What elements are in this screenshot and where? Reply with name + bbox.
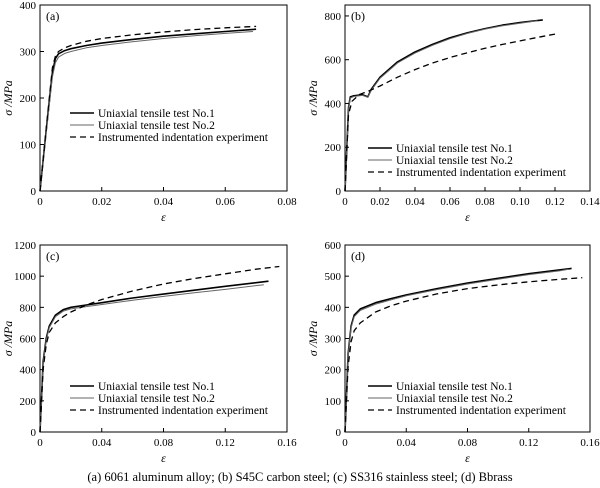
legend-label: Instrumented indentation experiment: [396, 167, 567, 179]
x-tick-label: 0.12: [519, 437, 538, 449]
series-line-1: [344, 19, 543, 192]
x-tick-label: 0: [37, 196, 43, 208]
series-line-3: [39, 25, 257, 192]
y-tick-label: 300: [325, 334, 342, 346]
y-tick-label: 800: [325, 11, 342, 23]
x-tick-label: 0: [342, 437, 348, 449]
x-tick-label: 0.16: [277, 437, 297, 449]
series-line-2: [39, 31, 254, 192]
x-tick-label: 0.14: [580, 196, 600, 208]
x-tick-label: 0.10: [510, 196, 530, 208]
y-axis-label: σ /MPa: [306, 321, 320, 357]
panel-1: 0 0.02 0.04 0.06 0.08 0 100 200 300 400 (a) ε σ /MPa…: [1, 0, 297, 224]
y-tick-label: 0: [336, 186, 342, 198]
legend-label: Uniaxial tensile test No.2: [396, 393, 513, 405]
y-tick-label: 200: [325, 142, 342, 154]
y-tick-label: 1200: [14, 240, 37, 252]
y-tick-label: 100: [20, 140, 37, 152]
y-tick-label: 200: [20, 396, 37, 408]
x-tick-label: 0: [37, 437, 43, 449]
x-axis-label: ε: [161, 210, 166, 224]
y-tick-label: 0: [336, 427, 342, 439]
x-tick-label: 0.04: [397, 437, 417, 449]
x-tick-label: 0.06: [216, 196, 236, 208]
y-tick-label: 100: [325, 396, 342, 408]
x-axis-label: ε: [161, 451, 166, 465]
y-tick-label: 400: [20, 365, 37, 377]
x-axis-label: ε: [465, 210, 470, 224]
legend-label: Instrumented indentation experiment: [98, 405, 269, 417]
panel-label: (d): [351, 249, 365, 263]
y-tick-label: 600: [325, 240, 342, 252]
y-tick-label: 0: [31, 186, 37, 198]
y-tick-label: 500: [325, 271, 342, 283]
x-tick-label: 0.04: [154, 196, 174, 208]
panel-label: (c): [46, 249, 59, 263]
x-tick-label: 0.04: [405, 196, 425, 208]
panel-2: 0 0.02 0.04 0.06 0.08 0.10 0.12 0.14 0 200 400 600 8…: [306, 4, 600, 224]
y-tick-label: 1000: [14, 271, 37, 283]
x-tick-label: 0.08: [154, 437, 174, 449]
y-axis-label: σ /MPa: [1, 321, 15, 357]
x-tick-label: 0: [342, 196, 348, 208]
y-tick-label: 0: [31, 427, 37, 439]
x-tick-label: 0.12: [545, 196, 564, 208]
panel-label: (b): [351, 9, 365, 23]
x-tick-label: 0.12: [216, 437, 235, 449]
series-line-3: [344, 277, 583, 433]
series-line-2: [344, 268, 569, 433]
legend-label: Uniaxial tensile test No.1: [98, 381, 215, 393]
panel-3: 0 0.04 0.08 0.12 0.16 0 200 400 600 800 1000 1200 (c…: [1, 240, 297, 465]
series-line-1: [39, 28, 257, 192]
legend-label: Uniaxial tensile test No.1: [98, 108, 215, 120]
series-line-3: [344, 33, 556, 192]
series-line-2: [344, 20, 538, 192]
series-line-2: [39, 284, 264, 433]
y-axis-label: σ /MPa: [306, 80, 320, 116]
x-tick-label: 0.08: [277, 196, 297, 208]
y-tick-label: 800: [20, 302, 37, 314]
plot-frame: [39, 4, 288, 192]
legend-label: Uniaxial tensile test No.2: [98, 120, 215, 132]
y-tick-label: 400: [20, 0, 37, 12]
x-tick-label: 0.16: [580, 437, 600, 449]
y-tick-label: 400: [325, 98, 342, 110]
x-tick-label: 0.08: [475, 196, 495, 208]
x-tick-label: 0.08: [458, 437, 478, 449]
panel-label: (a): [46, 9, 59, 23]
legend-label: Instrumented indentation experiment: [98, 132, 269, 144]
x-tick-label: 0.06: [440, 196, 460, 208]
y-tick-label: 600: [325, 55, 342, 67]
x-axis-label: ε: [465, 451, 470, 465]
figure-caption: (a) 6061 aluminum alloy; (b) S45C carbon…: [87, 470, 512, 484]
series-line-3: [39, 265, 280, 433]
x-tick-label: 0.02: [92, 196, 111, 208]
y-tick-label: 600: [20, 334, 37, 346]
y-tick-label: 200: [325, 365, 342, 377]
y-tick-label: 200: [20, 93, 37, 105]
legend-label: Instrumented indentation experiment: [396, 405, 567, 417]
y-tick-label: 300: [20, 47, 37, 59]
legend-label: Uniaxial tensile test No.1: [396, 143, 513, 155]
y-tick-label: 400: [325, 302, 342, 314]
legend-label: Uniaxial tensile test No.1: [396, 381, 513, 393]
x-tick-label: 0.04: [92, 437, 112, 449]
legend-label: Uniaxial tensile test No.2: [98, 393, 215, 405]
plot-frame: [344, 4, 591, 192]
panel-4: 0 0.04 0.08 0.12 0.16 0 100 200 300 400 500 600 (d) ε…: [306, 240, 600, 465]
y-axis-label: σ /MPa: [1, 80, 15, 116]
legend-label: Uniaxial tensile test No.2: [396, 155, 513, 167]
x-tick-label: 0.02: [370, 196, 389, 208]
